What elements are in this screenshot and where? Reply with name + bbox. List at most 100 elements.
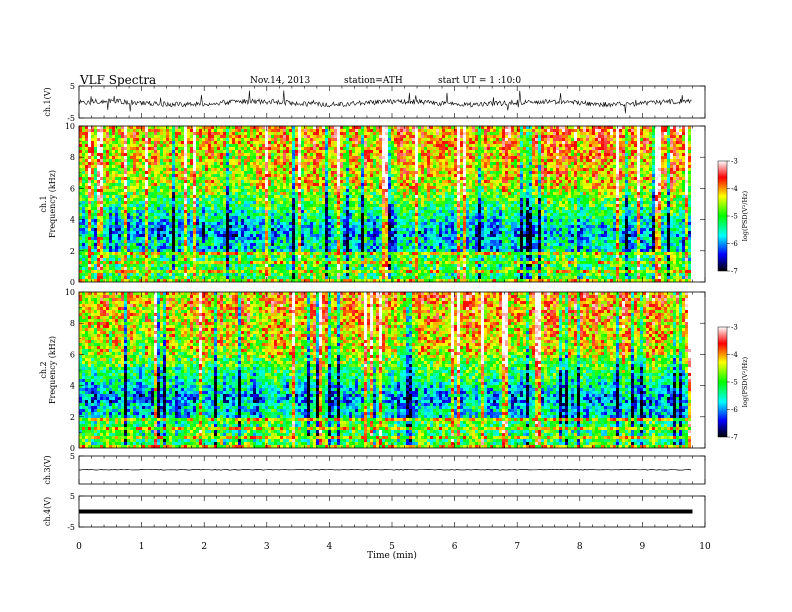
spectrogram-cell bbox=[538, 138, 541, 141]
spectrogram-cell bbox=[634, 162, 637, 165]
spectrogram-cell bbox=[256, 147, 259, 150]
spectrogram-cell bbox=[607, 174, 610, 177]
spectrogram-cell bbox=[268, 147, 271, 150]
spectrogram-cell bbox=[589, 165, 592, 168]
spectrogram-cell bbox=[208, 135, 211, 138]
spectrogram-cell bbox=[478, 189, 481, 192]
spectrogram-cell bbox=[652, 192, 655, 195]
spectrogram-cell bbox=[622, 159, 625, 162]
spectrogram-cell bbox=[652, 177, 655, 180]
spectrogram-cell bbox=[460, 129, 463, 132]
spectrogram-cell bbox=[457, 174, 460, 177]
spectrogram-cell bbox=[400, 174, 403, 177]
spectrogram-cell bbox=[106, 147, 109, 150]
spectrogram-cell bbox=[631, 147, 634, 150]
spectrogram-cell bbox=[400, 171, 403, 174]
spectrogram-cell bbox=[226, 198, 229, 201]
spectrogram-cell bbox=[505, 138, 508, 141]
spectrogram-cell bbox=[688, 132, 691, 135]
spectrogram-cell bbox=[307, 195, 310, 198]
spectrogram-cell bbox=[97, 138, 100, 141]
spectrogram-cell bbox=[250, 141, 253, 144]
spectrogram-cell bbox=[334, 126, 337, 129]
spectrogram-cell bbox=[148, 156, 151, 159]
spectrogram-cell bbox=[280, 135, 283, 138]
spectrogram-cell bbox=[115, 150, 118, 153]
spectrogram-cell bbox=[223, 159, 226, 162]
spectrogram-cell bbox=[391, 168, 394, 171]
spectrogram-cell bbox=[334, 156, 337, 159]
spectrogram-cell bbox=[115, 189, 118, 192]
spectrogram-cell bbox=[319, 126, 322, 129]
spectrogram-cell bbox=[544, 183, 547, 186]
spectrogram-cell bbox=[184, 171, 187, 174]
spectrogram-cell bbox=[565, 171, 568, 174]
spectrogram-cell bbox=[427, 144, 430, 147]
spectrogram-cell bbox=[550, 162, 553, 165]
spectrogram-cell bbox=[448, 189, 451, 192]
spectrogram-cell bbox=[499, 129, 502, 132]
spectrogram-cell bbox=[385, 132, 388, 135]
spectrogram-cell bbox=[238, 129, 241, 132]
spectrogram-cell bbox=[235, 198, 238, 201]
spectrogram-cell bbox=[337, 147, 340, 150]
spectrogram-cell bbox=[220, 162, 223, 165]
spectrogram-cell bbox=[397, 126, 400, 129]
spectrogram-cell bbox=[166, 159, 169, 162]
spectrogram-cell bbox=[121, 195, 124, 198]
spectrogram-cell bbox=[142, 153, 145, 156]
spectrogram-cell bbox=[676, 147, 679, 150]
spectrogram-cell bbox=[322, 168, 325, 171]
spectrogram-cell bbox=[136, 189, 139, 192]
spectrogram-cell bbox=[427, 153, 430, 156]
spectrogram-cell bbox=[586, 168, 589, 171]
spectrogram-cell bbox=[229, 144, 232, 147]
spectrogram-cell bbox=[565, 165, 568, 168]
spectrogram-cell bbox=[679, 129, 682, 132]
spectrogram-cell bbox=[436, 153, 439, 156]
spectrogram-cell bbox=[562, 138, 565, 141]
spectrogram-cell bbox=[454, 135, 457, 138]
spectrogram-cell bbox=[625, 144, 628, 147]
spectrogram-cell bbox=[517, 186, 520, 189]
spectrogram-cell bbox=[430, 192, 433, 195]
spectrogram-cell bbox=[181, 126, 184, 129]
spectrogram-cell bbox=[517, 189, 520, 192]
spectrogram-cell bbox=[352, 195, 355, 198]
spectrogram-cell bbox=[85, 138, 88, 141]
spectrogram-cell bbox=[208, 177, 211, 180]
spectrogram-cell bbox=[199, 147, 202, 150]
spectrogram-cell bbox=[634, 165, 637, 168]
spectrogram-cell bbox=[115, 174, 118, 177]
spectrogram-cell bbox=[331, 150, 334, 153]
spectrogram-cell bbox=[577, 189, 580, 192]
spectrogram-cell bbox=[547, 189, 550, 192]
spectrogram-cell bbox=[418, 186, 421, 189]
spectrogram-cell bbox=[577, 144, 580, 147]
spectrogram-cell bbox=[592, 153, 595, 156]
spectrogram-cell bbox=[472, 171, 475, 174]
spectrogram-cell bbox=[103, 165, 106, 168]
spectrogram-cell bbox=[652, 138, 655, 141]
spectrogram-cell bbox=[268, 186, 271, 189]
spectrogram-cell bbox=[589, 180, 592, 183]
spectrogram-cell bbox=[463, 162, 466, 165]
spectrogram-cell bbox=[436, 141, 439, 144]
spectrogram-cell bbox=[148, 129, 151, 132]
spectrogram-cell bbox=[613, 162, 616, 165]
spectrogram-cell bbox=[598, 189, 601, 192]
spectrogram-cell bbox=[334, 150, 337, 153]
spectrogram-cell bbox=[310, 192, 313, 195]
spectrogram-cell bbox=[502, 126, 505, 129]
spectrogram-cell bbox=[415, 165, 418, 168]
spectrogram-cell bbox=[205, 126, 208, 129]
spectrogram-cell bbox=[679, 174, 682, 177]
spectrogram-cell bbox=[190, 174, 193, 177]
spectrogram-cell bbox=[355, 198, 358, 201]
spectrogram-cell bbox=[343, 129, 346, 132]
spectrogram-cell bbox=[97, 171, 100, 174]
spectrogram-cell bbox=[337, 153, 340, 156]
spectrogram-cell bbox=[400, 132, 403, 135]
spectrogram-cell bbox=[160, 195, 163, 198]
spectrogram-cell bbox=[319, 189, 322, 192]
